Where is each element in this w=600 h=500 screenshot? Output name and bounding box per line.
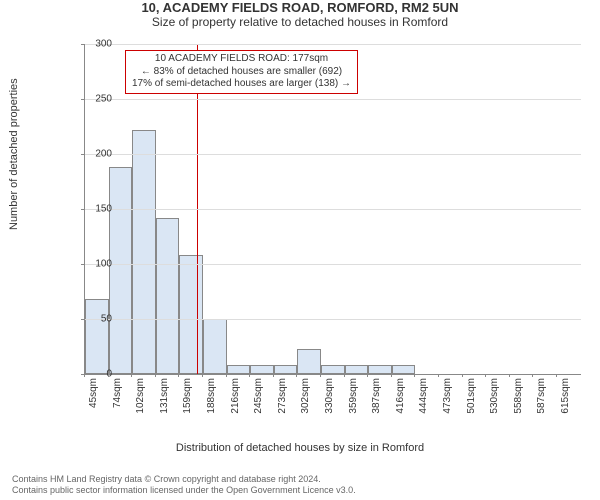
footer-line2: Contains public sector information licen… [12,485,356,496]
xtick-label: 530sqm [489,378,500,418]
xtick-mark [509,374,510,377]
bar [250,365,274,374]
yaxis-label: Number of detached properties [8,78,20,230]
annotation-box: 10 ACADEMY FIELDS ROAD: 177sqm ← 83% of … [125,50,358,94]
xtick-mark [556,374,557,377]
xtick-label: 45sqm [88,378,99,418]
xtick-label: 330sqm [324,378,335,418]
bar [156,218,180,374]
ytick-mark [81,99,84,100]
xtick-label: 359sqm [348,378,359,418]
xtick-mark [273,374,274,377]
xtick-mark [249,374,250,377]
gridline [85,319,581,320]
xtick-label: 416sqm [395,378,406,418]
xtick-label: 102sqm [135,378,146,418]
xtick-label: 188sqm [206,378,217,418]
xtick-mark [438,374,439,377]
xtick-mark [84,374,85,377]
ytick-label: 300 [82,39,112,50]
xtick-mark [155,374,156,377]
xtick-label: 387sqm [371,378,382,418]
xtick-mark [226,374,227,377]
xtick-mark [462,374,463,377]
xtick-label: 216sqm [230,378,241,418]
xtick-label: 74sqm [112,378,123,418]
xtick-label: 159sqm [182,378,193,418]
xtick-mark [367,374,368,377]
page-title: 10, ACADEMY FIELDS ROAD, ROMFORD, RM2 5U… [0,0,600,15]
bar [392,365,416,374]
gridline [85,44,581,45]
xtick-mark [202,374,203,377]
annotation-line1: 10 ACADEMY FIELDS ROAD: 177sqm [132,53,351,66]
xaxis-label: Distribution of detached houses by size … [0,442,600,454]
bar [345,365,369,374]
ytick-label: 100 [82,259,112,270]
bar [109,167,133,374]
xtick-mark [391,374,392,377]
xtick-label: 587sqm [536,378,547,418]
xtick-mark [344,374,345,377]
xtick-mark [320,374,321,377]
gridline [85,99,581,100]
xtick-label: 501sqm [466,378,477,418]
xtick-mark [108,374,109,377]
bar [274,365,298,374]
xtick-mark [131,374,132,377]
bar [132,130,156,374]
xtick-mark [532,374,533,377]
xtick-label: 273sqm [277,378,288,418]
xtick-label: 473sqm [442,378,453,418]
gridline [85,154,581,155]
xtick-mark [414,374,415,377]
ytick-mark [81,209,84,210]
footer-line1: Contains HM Land Registry data © Crown c… [12,474,356,485]
plot-area: 10 ACADEMY FIELDS ROAD: 177sqm ← 83% of … [84,44,581,375]
ytick-label: 50 [82,314,112,325]
annotation-line2: ← 83% of detached houses are smaller (69… [132,66,351,79]
ytick-mark [81,44,84,45]
ytick-label: 250 [82,94,112,105]
footer: Contains HM Land Registry data © Crown c… [12,474,356,496]
ytick-mark [81,154,84,155]
xtick-label: 245sqm [253,378,264,418]
xtick-label: 615sqm [560,378,571,418]
bar [203,319,227,374]
bar [85,299,109,374]
page-subtitle: Size of property relative to detached ho… [0,15,600,29]
ytick-mark [81,264,84,265]
xtick-label: 558sqm [513,378,524,418]
xtick-mark [178,374,179,377]
gridline [85,209,581,210]
bar [368,365,392,374]
bar [179,255,203,374]
bar [297,349,321,374]
gridline [85,264,581,265]
xtick-label: 444sqm [418,378,429,418]
ytick-label: 200 [82,149,112,160]
xtick-mark [485,374,486,377]
ytick-label: 150 [82,204,112,215]
bar [321,365,345,374]
xtick-label: 302sqm [300,378,311,418]
annotation-line3: 17% of semi-detached houses are larger (… [132,78,351,91]
xtick-mark [296,374,297,377]
histogram-chart: 10 ACADEMY FIELDS ROAD: 177sqm ← 83% of … [50,44,580,414]
bar [227,365,251,374]
xtick-label: 131sqm [159,378,170,418]
ytick-mark [81,319,84,320]
